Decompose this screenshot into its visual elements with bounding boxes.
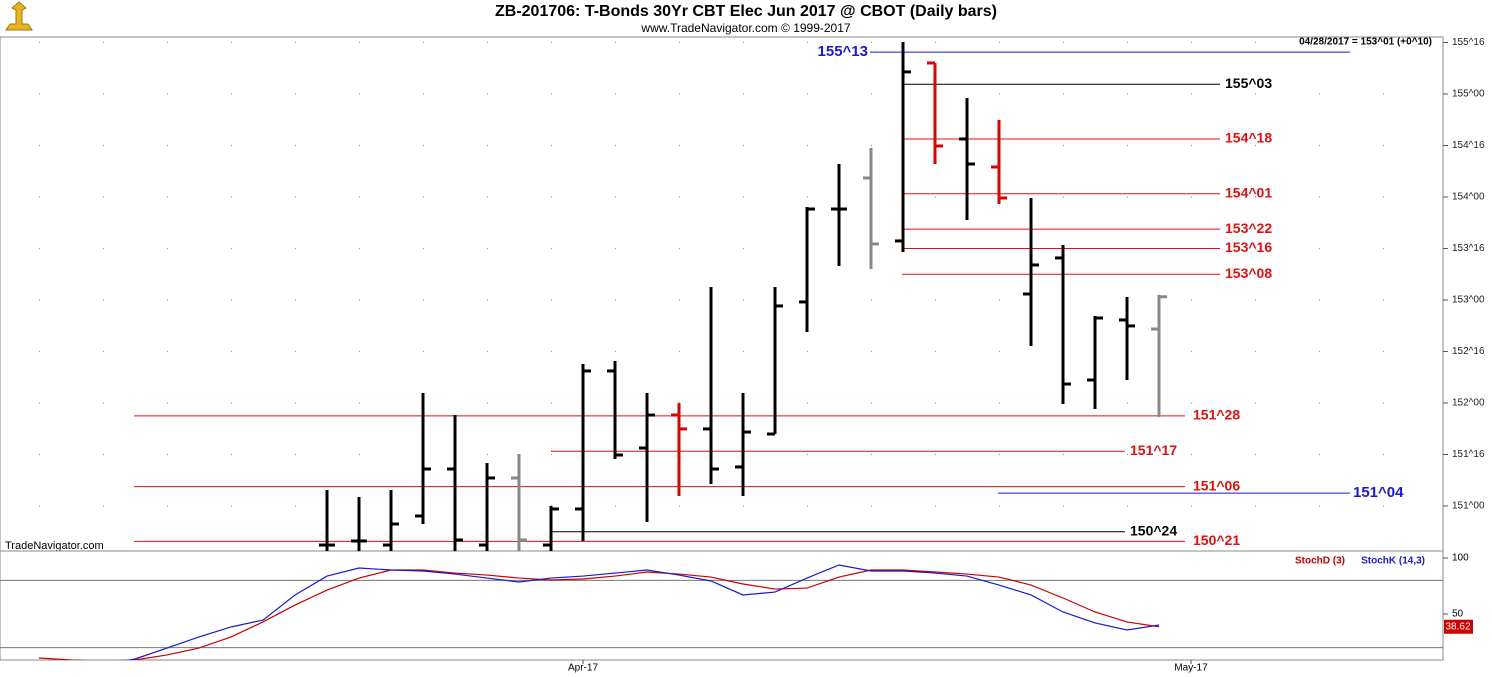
y-tick-label: 152^00 (1452, 398, 1485, 409)
legend-entry: StochK (14,3) (1361, 556, 1425, 567)
last-value-label: 38.62 (1445, 621, 1470, 632)
level-label: 154^01 (1225, 184, 1272, 200)
legend-entry: StochD (3) (1295, 556, 1345, 567)
y-tick-label: 155^16 (1452, 37, 1485, 48)
y-tick-label: 100 (1452, 553, 1469, 564)
x-tick-label: May-17 (1174, 663, 1208, 674)
stoch-line (126, 564, 1160, 660)
level-label: 151^17 (1130, 442, 1177, 458)
axes: 151^00 151^16 152^00 152^16 153^00 153^16 154^… (568, 37, 1485, 674)
x-tick-label: Apr-17 (568, 663, 598, 674)
y-tick-label: 151^00 (1452, 501, 1485, 512)
level-label: 153^16 (1225, 239, 1272, 255)
bars (319, 41, 1167, 551)
y-tick-label: 153^16 (1452, 243, 1485, 254)
y-tick-label: 154^16 (1452, 140, 1485, 151)
y-tick-label: 153^00 (1452, 295, 1485, 306)
level-label: 150^24 (1130, 522, 1177, 538)
level-label: 150^21 (1193, 532, 1240, 548)
y-tick-label: 155^00 (1452, 89, 1485, 100)
y-tick-label: 50 (1452, 609, 1464, 620)
level-label: 155^13 (818, 43, 868, 60)
y-tick-label: 154^00 (1452, 192, 1485, 203)
chart-title: ZB-201706: T-Bonds 30Yr CBT Elec Jun 201… (495, 3, 997, 20)
level-label: 155^03 (1225, 75, 1272, 91)
y-tick-label: 151^16 (1452, 449, 1485, 460)
stoch-line (38, 569, 1160, 660)
level-label: 151^04 (1353, 484, 1404, 501)
last-price-note: 04/28/2017 = 153^01 (+0^10) (1299, 37, 1432, 48)
chart-subtitle: www.TradeNavigator.com © 1999-2017 (640, 21, 850, 35)
levels (134, 51, 1350, 542)
level-label: 151^06 (1193, 477, 1240, 493)
y-tick-label: 152^16 (1452, 346, 1485, 357)
stoch-lines (0, 564, 1443, 660)
last-value-box (1444, 619, 1473, 634)
level-label: 153^22 (1225, 220, 1272, 236)
level-label: 154^18 (1225, 130, 1272, 146)
stoch-panel (0, 550, 1444, 661)
level-label: 153^08 (1225, 265, 1272, 281)
watermark: TradeNavigator.com (5, 540, 104, 552)
level-label: 151^28 (1193, 407, 1240, 423)
logo (5, 1, 33, 31)
